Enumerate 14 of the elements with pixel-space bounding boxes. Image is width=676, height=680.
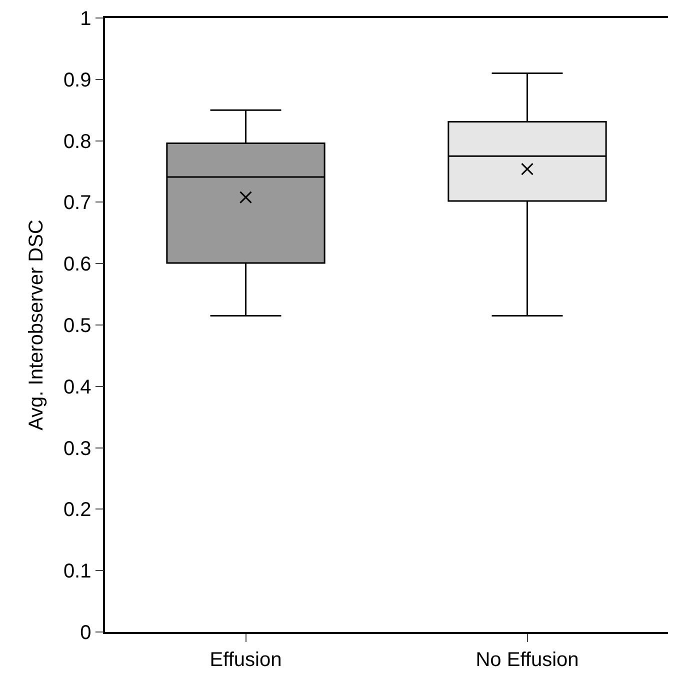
y-tick-label: 0.4 (63, 376, 92, 398)
y-tick-label: 0.5 (63, 315, 92, 337)
y-axis-title: Avg. Interobserver DSC (25, 220, 48, 430)
y-tick-label: 0.6 (63, 254, 92, 276)
y-tick-label: 0.2 (63, 499, 92, 522)
y-tick-label: 0 (80, 622, 92, 644)
y-tick-label: 0.1 (63, 560, 92, 583)
y-tick-label: 0.7 (63, 192, 92, 214)
y-tick-label: 1 (80, 8, 92, 30)
x-tick-label: No Effusion (476, 648, 579, 671)
y-tick-label: 0.3 (63, 438, 92, 460)
y-tick-label: 0.9 (63, 69, 92, 92)
y-tick-label: 0.8 (63, 130, 92, 153)
x-tick-label: Effusion (210, 648, 282, 671)
